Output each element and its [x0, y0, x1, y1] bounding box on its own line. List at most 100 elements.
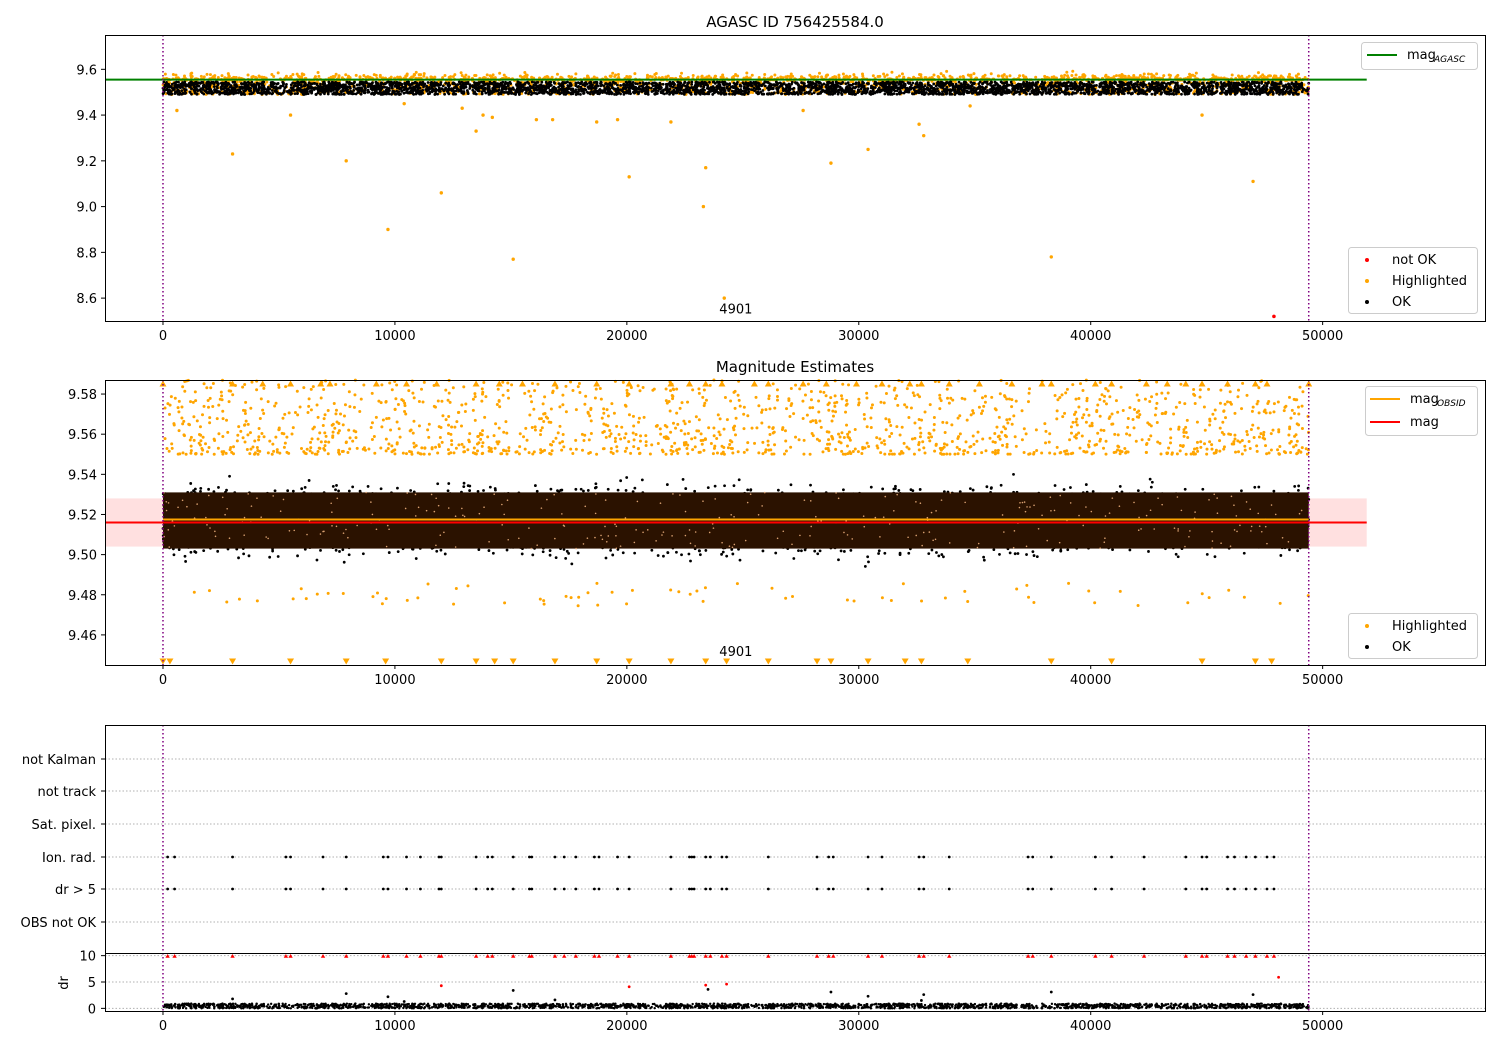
ok-point — [1260, 81, 1263, 85]
highlighted-point — [490, 115, 495, 120]
highlighted-point — [1262, 75, 1266, 79]
ok-point — [1176, 85, 1180, 89]
ok-point — [576, 85, 579, 89]
highlighted-point — [574, 72, 578, 76]
highlighted-point — [1091, 74, 1095, 78]
highlighted-point — [809, 75, 813, 79]
highlighted-point — [1043, 74, 1047, 78]
ok-point — [577, 89, 581, 93]
ok-point — [1104, 80, 1108, 84]
highlighted-point — [1142, 72, 1146, 76]
highlighted-point — [654, 75, 658, 79]
highlighted-point — [417, 73, 421, 77]
highlighted-point — [1141, 75, 1145, 79]
highlighted-point — [485, 73, 489, 77]
highlighted-point — [374, 73, 378, 77]
highlighted-point — [396, 75, 400, 79]
highlighted-point — [871, 74, 875, 78]
highlighted-point — [570, 75, 574, 79]
agasc-magnitude-panel: AGASC ID 756425584.0 4901 0 10000 20000 300… — [76, 13, 1486, 344]
ok-point — [566, 80, 569, 84]
highlighted-point — [235, 80, 239, 84]
ok-point — [372, 93, 376, 96]
ok-point — [466, 92, 470, 95]
highlighted-point — [208, 73, 212, 77]
highlighted-point — [615, 117, 620, 122]
ok-point — [540, 80, 544, 84]
highlighted-point — [223, 76, 227, 80]
ok-point — [313, 81, 317, 85]
ok-point — [703, 88, 706, 92]
highlighted-point — [1191, 73, 1195, 77]
highlighted-point — [1259, 75, 1263, 79]
ok-point — [1091, 80, 1095, 84]
highlighted-point — [481, 113, 485, 117]
ok-point — [291, 81, 295, 85]
ok-point — [519, 87, 522, 91]
highlighted-point — [1065, 70, 1069, 74]
highlighted-point — [1049, 255, 1053, 259]
highlighted-point — [473, 73, 477, 77]
highlighted-point — [622, 80, 626, 84]
highlighted-point — [969, 75, 973, 79]
highlighted-point — [628, 75, 632, 79]
highlighted-point — [890, 70, 894, 74]
ok-point — [978, 80, 982, 84]
highlighted-point — [1272, 74, 1276, 78]
ok-point — [269, 84, 273, 88]
ok-point — [836, 92, 840, 96]
ok-point — [390, 92, 393, 96]
highlighted-point — [945, 69, 949, 73]
highlighted-point — [477, 92, 481, 96]
highlighted-point — [1070, 73, 1074, 77]
highlighted-point — [837, 76, 841, 80]
highlighted-point — [257, 74, 261, 78]
ok-point — [877, 87, 880, 91]
ok-point — [690, 83, 694, 86]
highlighted-point — [817, 71, 821, 75]
ok-point — [511, 86, 515, 90]
ok-point — [256, 91, 260, 94]
highlighted-point — [1237, 74, 1241, 78]
highlighted-point — [205, 72, 209, 76]
highlighted-point — [1256, 71, 1260, 75]
ok-point — [774, 80, 778, 84]
ok-point — [1282, 84, 1285, 88]
ok-point — [775, 83, 779, 87]
highlighted-point — [700, 74, 704, 78]
highlighted-point — [518, 74, 522, 78]
highlighted-point — [525, 75, 529, 79]
highlighted-point — [439, 191, 444, 195]
ok-point — [325, 89, 329, 93]
ok-point — [441, 84, 445, 88]
ok-point — [236, 88, 240, 92]
highlighted-point — [460, 106, 464, 110]
highlighted-point — [1071, 69, 1075, 73]
highlighted-point — [211, 75, 215, 79]
highlighted-point — [900, 72, 904, 76]
highlighted-point — [1063, 73, 1067, 77]
ok-point — [184, 91, 188, 95]
ok-point — [579, 92, 582, 96]
highlighted-point — [317, 74, 321, 78]
ok-point — [1036, 80, 1040, 84]
highlighted-point — [841, 72, 845, 76]
ok-point — [465, 89, 469, 92]
ok-point — [699, 84, 703, 88]
highlighted-point — [443, 74, 447, 78]
ok-point — [981, 92, 985, 96]
ok-point — [957, 91, 961, 95]
ok-point — [1025, 80, 1029, 84]
highlighted-point — [410, 75, 414, 79]
highlighted-point — [1013, 81, 1017, 85]
ok-point — [390, 80, 393, 84]
ok-point — [1180, 92, 1183, 96]
highlighted-point — [555, 72, 559, 76]
highlighted-point — [488, 74, 492, 78]
highlighted-point — [786, 74, 790, 78]
ok-point — [708, 80, 711, 84]
highlighted-point — [650, 75, 654, 79]
ok-point — [1047, 89, 1051, 92]
ok-point — [637, 92, 640, 96]
highlighted-point — [502, 73, 506, 77]
